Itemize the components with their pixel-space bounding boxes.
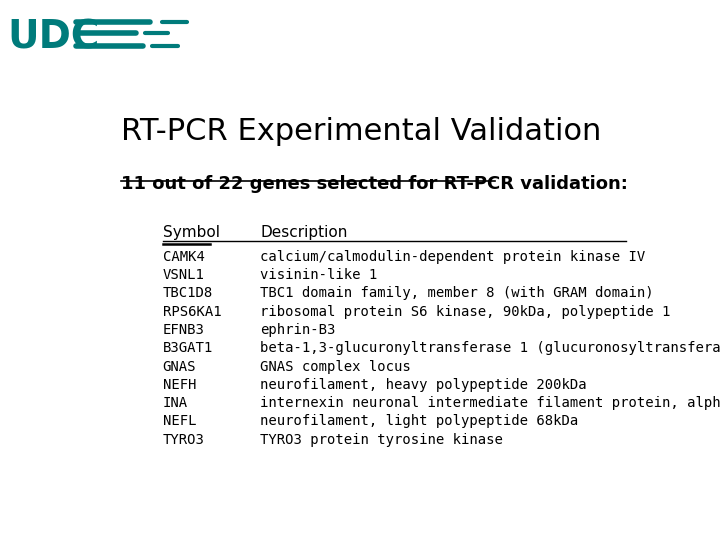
Text: internexin neuronal intermediate filament protein, alpha: internexin neuronal intermediate filamen… <box>260 396 720 410</box>
Text: TYRO3: TYRO3 <box>163 433 204 447</box>
Text: calcium/calmodulin-dependent protein kinase IV: calcium/calmodulin-dependent protein kin… <box>260 250 645 264</box>
Text: UDC: UDC <box>7 19 99 57</box>
Text: TYRO3 protein tyrosine kinase: TYRO3 protein tyrosine kinase <box>260 433 503 447</box>
Text: GNAS complex locus: GNAS complex locus <box>260 360 411 374</box>
Text: beta-1,3-glucuronyltransferase 1 (glucuronosyltransferase P): beta-1,3-glucuronyltransferase 1 (glucur… <box>260 341 720 355</box>
Text: CAMK4: CAMK4 <box>163 250 204 264</box>
Text: neurofilament, light polypeptide 68kDa: neurofilament, light polypeptide 68kDa <box>260 415 578 428</box>
Text: neurofilament, heavy polypeptide 200kDa: neurofilament, heavy polypeptide 200kDa <box>260 378 587 392</box>
Text: RPS6KA1: RPS6KA1 <box>163 305 221 319</box>
Text: Symbol: Symbol <box>163 225 220 240</box>
Text: Description: Description <box>260 225 348 240</box>
Text: RT-PCR Experimental Validation: RT-PCR Experimental Validation <box>121 117 601 146</box>
Text: ephrin-B3: ephrin-B3 <box>260 323 336 337</box>
Text: ribosomal protein S6 kinase, 90kDa, polypeptide 1: ribosomal protein S6 kinase, 90kDa, poly… <box>260 305 670 319</box>
Text: VSNL1: VSNL1 <box>163 268 204 282</box>
Text: TBC1 domain family, member 8 (with GRAM domain): TBC1 domain family, member 8 (with GRAM … <box>260 286 654 300</box>
Text: visinin-like 1: visinin-like 1 <box>260 268 377 282</box>
Text: 11 out of 22 genes selected for RT-PCR validation:: 11 out of 22 genes selected for RT-PCR v… <box>121 175 628 193</box>
Text: INA: INA <box>163 396 188 410</box>
Text: TBC1D8: TBC1D8 <box>163 286 213 300</box>
Text: EFNB3: EFNB3 <box>163 323 204 337</box>
Text: NEFL: NEFL <box>163 415 196 428</box>
Text: B3GAT1: B3GAT1 <box>163 341 213 355</box>
Text: GNAS: GNAS <box>163 360 196 374</box>
Text: NEFH: NEFH <box>163 378 196 392</box>
